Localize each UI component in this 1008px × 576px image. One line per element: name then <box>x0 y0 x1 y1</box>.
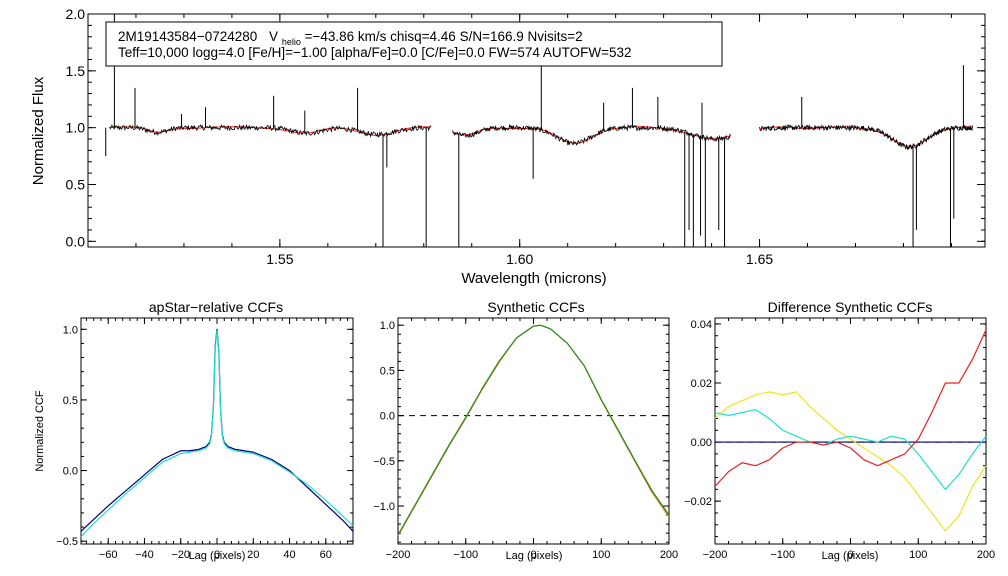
synthetic-ccf-panel: Synthetic CCFs −200 −100 0 100 200 −1.0 −0.5 0.… <box>373 299 678 562</box>
x-tick-label: 100 <box>909 549 927 561</box>
difference-ccf-data <box>714 329 987 532</box>
difference-ccf-title: Difference Synthetic CCFs <box>768 299 933 315</box>
series-line-navy <box>80 328 354 532</box>
y-tick-label: 0.02 <box>691 378 712 390</box>
y-tick-label: −1.0 <box>373 501 395 513</box>
apstar-ccf-ylabel: Normalized CCF <box>34 390 46 472</box>
difference-ccf-frame <box>714 317 987 545</box>
observed-spectrum-chip-1 <box>109 123 432 138</box>
x-tick-label: 1.65 <box>746 251 773 267</box>
observed-spectrum-chip-2 <box>452 123 732 146</box>
y-tick-label: 0.04 <box>691 319 712 331</box>
x-tick-label: 60 <box>320 549 332 561</box>
annotation-v-subscript: helio <box>282 37 301 47</box>
y-tick-label: 1.0 <box>66 120 86 136</box>
y-tick-label: 0.5 <box>63 395 78 407</box>
x-tick-label: 200 <box>977 549 995 561</box>
spectrum-ticks: 1.55 1.60 1.65 0.0 0.5 1.0 1.5 2.0 <box>66 6 985 267</box>
y-tick-label: −0.02 <box>684 496 712 508</box>
y-tick-label: 0.5 <box>66 177 86 193</box>
spectrum-data <box>105 14 973 247</box>
y-tick-label: 1.0 <box>380 320 395 332</box>
spectrum-annotation-box: 2M19143584−0724280 V helio =−43.86 km/s … <box>105 21 723 67</box>
x-tick-label: −100 <box>453 549 478 561</box>
apstar-ccf-ticks: −60 −40 −20 0 20 40 60 −0.5 0.0 0.5 1.0 <box>56 318 353 561</box>
x-tick-label: −20 <box>171 549 190 561</box>
x-tick-label: −200 <box>703 549 728 561</box>
synthetic-ccf-ticks: −200 −100 0 100 200 −1.0 −0.5 0.0 0.5 1.0 <box>373 318 678 561</box>
series-line-cyan <box>714 408 987 490</box>
synthetic-ccf-data <box>397 324 670 537</box>
x-tick-label: 200 <box>660 549 678 561</box>
y-tick-label: 1.5 <box>66 63 86 79</box>
x-tick-label: −200 <box>386 549 411 561</box>
difference-ccf-ticks: −200 −100 0 100 200 −0.02 0.00 0.02 0.04 <box>684 318 995 561</box>
apstar-ccf-title: apStar−relative CCFs <box>149 299 283 315</box>
synthetic-ccf-xlabel: Lag (pixels) <box>506 550 563 562</box>
spectrum-ylabel: Normalized Flux <box>30 76 47 185</box>
x-tick-label: −60 <box>99 549 118 561</box>
difference-ccf-panel: Difference Synthetic CCFs −200 −100 0 100 20… <box>684 299 995 562</box>
series-line-red <box>714 329 987 487</box>
y-tick-label: 0.0 <box>380 411 395 423</box>
y-tick-label: −0.5 <box>373 456 395 468</box>
x-tick-label: 0 <box>847 549 853 561</box>
x-tick-label: 1.55 <box>266 251 293 267</box>
spectrum-xlabel: Wavelength (microns) <box>461 270 606 287</box>
x-tick-label: 1.60 <box>506 251 533 267</box>
observed-spectrum-chip-3 <box>759 123 973 151</box>
apstar-ccf-panel: apStar−relative CCFs −60 −40 −20 0 20 40 60 −0.… <box>34 299 354 562</box>
difference-ccf-xlabel: Lag (pixels) <box>822 550 879 562</box>
series-line-orange <box>397 324 670 537</box>
y-tick-label: 0.0 <box>63 466 78 478</box>
y-tick-label: 0.5 <box>380 365 395 377</box>
y-tick-label: 0.00 <box>691 437 712 449</box>
x-tick-label: −100 <box>770 549 795 561</box>
spectrum-frame <box>87 13 986 248</box>
x-tick-label: −40 <box>135 549 154 561</box>
series-line-yellow <box>714 391 987 532</box>
y-tick-label: −0.5 <box>56 536 78 548</box>
annotation-line-2: Teff=10,000 logg=4.0 [Fe/H]=−1.00 [alpha… <box>118 45 632 60</box>
spectrum-panel: 1.55 1.60 1.65 0.0 0.5 1.0 1.5 2.0 2M19143584−0… <box>30 6 986 287</box>
series-line-cyan <box>80 330 354 538</box>
x-tick-label: 0 <box>530 549 536 561</box>
synthetic-ccf-frame <box>397 317 670 545</box>
annotation-box <box>105 21 723 67</box>
annotation-line-1-rest: =−43.86 km/s chisq=4.46 S/N=166.9 Nvisit… <box>305 29 583 44</box>
annotation-star-id: 2M19143584−0724280 <box>118 29 257 44</box>
y-tick-label: 0.0 <box>66 233 86 249</box>
x-tick-label: 0 <box>214 549 220 561</box>
annotation-line-1: 2M19143584−0724280 V helio =−43.86 km/s … <box>118 29 583 48</box>
synthetic-ccf-title: Synthetic CCFs <box>487 299 584 315</box>
x-tick-label: 40 <box>283 549 295 561</box>
model-spectrum-chip-1 <box>109 126 431 136</box>
apstar-ccf-data <box>80 328 354 538</box>
series-line-green <box>397 324 670 536</box>
y-tick-label: 1.0 <box>63 324 78 336</box>
annotation-v-symbol: V <box>269 29 278 44</box>
apstar-ccf-frame <box>80 317 354 545</box>
x-tick-label: 20 <box>247 549 259 561</box>
x-tick-label: 100 <box>592 549 610 561</box>
apstar-ccf-xlabel: Lag (pixels) <box>189 550 246 562</box>
y-tick-label: 2.0 <box>66 6 86 22</box>
